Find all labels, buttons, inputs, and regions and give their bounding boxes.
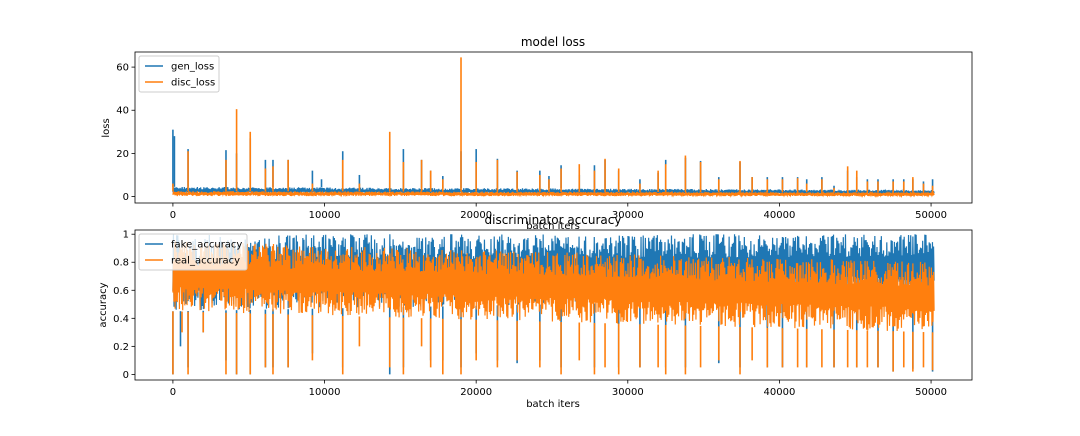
accuracy-x-tick-label: 50000 — [915, 387, 947, 398]
loss-chart: model loss 0 10000 20000 30000 40000 50000020… — [101, 35, 972, 232]
accuracy-y-tick-label: 0.8 — [113, 258, 129, 269]
loss-y-tick-label: 20 — [116, 149, 129, 160]
accuracy-y-tick-label: 0 — [123, 370, 129, 381]
accuracy-y-tick-label: 0.4 — [113, 314, 129, 325]
gen-loss-legend-label: gen_loss — [171, 62, 214, 73]
real-accuracy-legend-label: real_accuracy — [171, 256, 240, 267]
accuracy-y-tick-label: 1 — [123, 230, 129, 241]
accuracy-y-tick-label: 0.6 — [113, 286, 129, 297]
accuracy-chart-title: discriminator accuracy — [485, 213, 622, 227]
loss-y-tick-label: 40 — [116, 106, 129, 117]
accuracy-chart: discriminator accuracy 0 10000 20000 30000 4… — [98, 213, 972, 410]
accuracy-x-axis-label: batch iters — [526, 399, 580, 410]
disc-loss-legend-label: disc_loss — [171, 78, 215, 89]
loss-x-tick-label: 0 — [170, 210, 176, 221]
loss-y-tick-label: 0 — [123, 192, 129, 203]
accuracy-series-group — [173, 234, 934, 374]
loss-x-tick-label: 10000 — [309, 210, 341, 221]
accuracy-x-tick-label: 20000 — [460, 387, 492, 398]
accuracy-x-tick-label: 40000 — [764, 387, 796, 398]
loss-chart-title: model loss — [521, 35, 585, 49]
loss-y-axis-label: loss — [101, 118, 112, 137]
loss-legend: gen_loss disc_loss — [139, 56, 219, 92]
fake-accuracy-legend-label: fake_accuracy — [171, 240, 242, 251]
loss-y-tick-label: 60 — [116, 63, 129, 74]
accuracy-x-tick-label: 10000 — [309, 387, 341, 398]
loss-x-tick-label: 50000 — [915, 210, 947, 221]
loss-axes-frame — [135, 52, 972, 203]
accuracy-x-tick-label: 0 — [170, 387, 176, 398]
loss-series-group — [173, 57, 934, 196]
loss-x-tick-label: 40000 — [764, 210, 796, 221]
accuracy-y-tick-label: 0.2 — [113, 342, 129, 353]
accuracy-legend: fake_accuracy real_accuracy — [139, 234, 247, 270]
accuracy-x-tick-label: 30000 — [612, 387, 644, 398]
accuracy-y-axis-label: accuracy — [98, 282, 109, 327]
